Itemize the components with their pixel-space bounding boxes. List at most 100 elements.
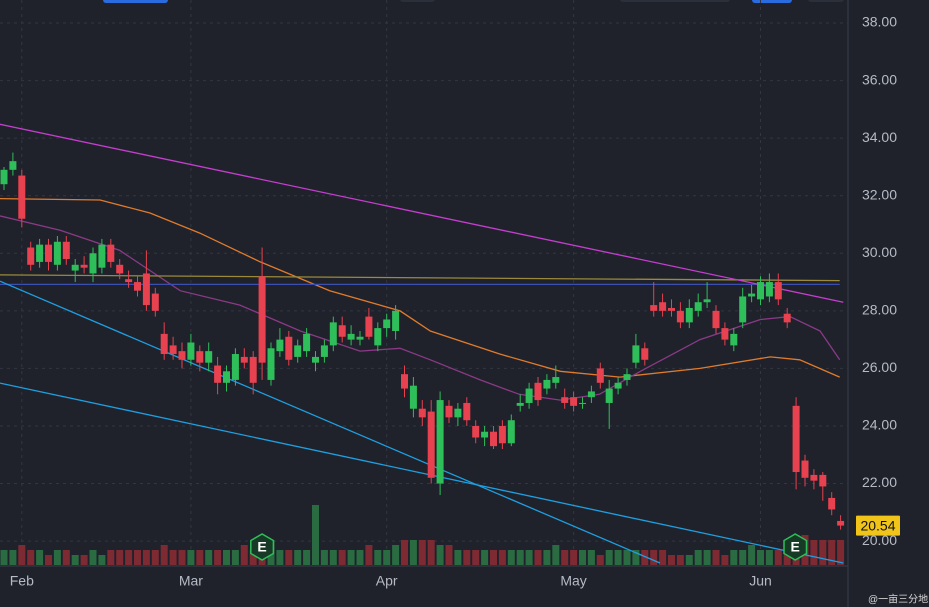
volume-bar — [596, 555, 604, 565]
overlay-line — [0, 274, 840, 282]
volume-bar — [9, 550, 17, 565]
candle-body — [828, 497, 836, 510]
candle-body — [196, 351, 204, 363]
candle-body — [107, 244, 115, 262]
candle-body — [712, 310, 720, 329]
candle-body — [543, 379, 551, 389]
candle-body — [187, 342, 195, 360]
volume-bar — [516, 550, 524, 565]
volume-bar — [490, 550, 497, 565]
volume-bar — [819, 540, 827, 565]
volume-bar — [383, 550, 391, 565]
volume-bar — [570, 550, 578, 565]
y-tick-label: 38.00 — [862, 14, 897, 30]
candle-body — [498, 425, 506, 444]
candle-body — [472, 425, 480, 438]
volume-bar — [810, 540, 818, 565]
overlay-line — [0, 280, 661, 564]
candle-body — [596, 368, 604, 383]
toolbar-button[interactable] — [620, 0, 730, 2]
volume-bar — [525, 550, 533, 565]
candle-body — [214, 365, 222, 383]
volume-bar — [427, 540, 435, 565]
candle-body — [516, 402, 524, 406]
candle-body — [53, 241, 61, 265]
volume-bar — [196, 550, 204, 565]
volume-bar — [409, 540, 417, 565]
volume-bar — [454, 550, 462, 565]
volume-bar — [18, 545, 26, 565]
volume-bar — [276, 550, 284, 565]
volume-bar — [445, 545, 453, 565]
toolbar-button[interactable] — [808, 0, 844, 2]
candle-body — [418, 408, 426, 418]
candle-body — [401, 374, 408, 389]
volume-bar — [837, 540, 845, 565]
candle-body — [27, 247, 35, 265]
candle-body — [668, 307, 675, 311]
volume-bar — [214, 550, 222, 565]
x-tick-label: May — [560, 573, 586, 589]
toolbar-button[interactable] — [103, 0, 168, 3]
candle-body — [142, 273, 150, 306]
y-tick-label: 22.00 — [862, 474, 897, 490]
candle-body — [623, 374, 631, 380]
candle-body — [739, 296, 747, 323]
candle-body — [454, 408, 462, 418]
candle-body — [312, 356, 319, 363]
watermark: @一亩三分地 — [868, 593, 928, 606]
candle-body — [463, 402, 471, 421]
candle-body — [320, 345, 328, 357]
volume-bar — [62, 550, 70, 565]
volume-bar — [329, 550, 337, 565]
toolbar-button[interactable] — [752, 0, 792, 3]
candle-body — [205, 351, 213, 363]
volume-bar — [392, 545, 400, 565]
candle-body — [116, 264, 124, 274]
candle-body — [9, 161, 17, 170]
volume-bar — [240, 545, 248, 565]
volume-bar — [739, 550, 747, 565]
event-badge — [783, 533, 808, 561]
candle-body — [507, 420, 515, 444]
volume-bar — [178, 550, 186, 565]
candle-body — [605, 388, 613, 403]
volume-bar — [436, 545, 444, 565]
volume-bar — [36, 550, 44, 565]
volume-bar — [365, 545, 373, 565]
x-tick-label: Apr — [376, 573, 398, 589]
y-tick-label: 36.00 — [862, 71, 897, 87]
candle-body — [810, 474, 818, 481]
candle-body — [36, 244, 44, 262]
candle-body — [561, 397, 569, 403]
volume-bar — [641, 550, 649, 565]
candle-body — [392, 310, 400, 331]
candle-body — [365, 316, 373, 337]
candle-body — [765, 282, 773, 297]
toolbar-button[interactable] — [400, 0, 435, 2]
candle-body — [481, 431, 489, 438]
candle-body — [570, 397, 578, 406]
volume-bar — [650, 550, 658, 565]
volume-bar — [356, 550, 364, 565]
candle-body — [659, 302, 667, 311]
candle-body — [694, 302, 702, 311]
volume-bar — [53, 550, 61, 565]
candle-body — [249, 356, 257, 383]
y-tick-label: 34.00 — [862, 129, 897, 145]
candle-body — [409, 385, 417, 409]
volume-bar — [418, 540, 426, 565]
volume-bar — [116, 550, 124, 565]
volume-bar — [98, 555, 106, 565]
overlay-line — [0, 123, 844, 303]
volume-bar — [659, 550, 667, 565]
event-badge — [250, 533, 275, 561]
volume-bar — [205, 550, 213, 565]
volume-bar — [774, 550, 782, 565]
volume-bar — [107, 550, 115, 565]
candle-body — [231, 354, 239, 380]
volume-bar — [142, 550, 150, 565]
volume-bar — [676, 555, 684, 565]
candle-body — [160, 333, 168, 355]
candle-body — [552, 377, 560, 383]
